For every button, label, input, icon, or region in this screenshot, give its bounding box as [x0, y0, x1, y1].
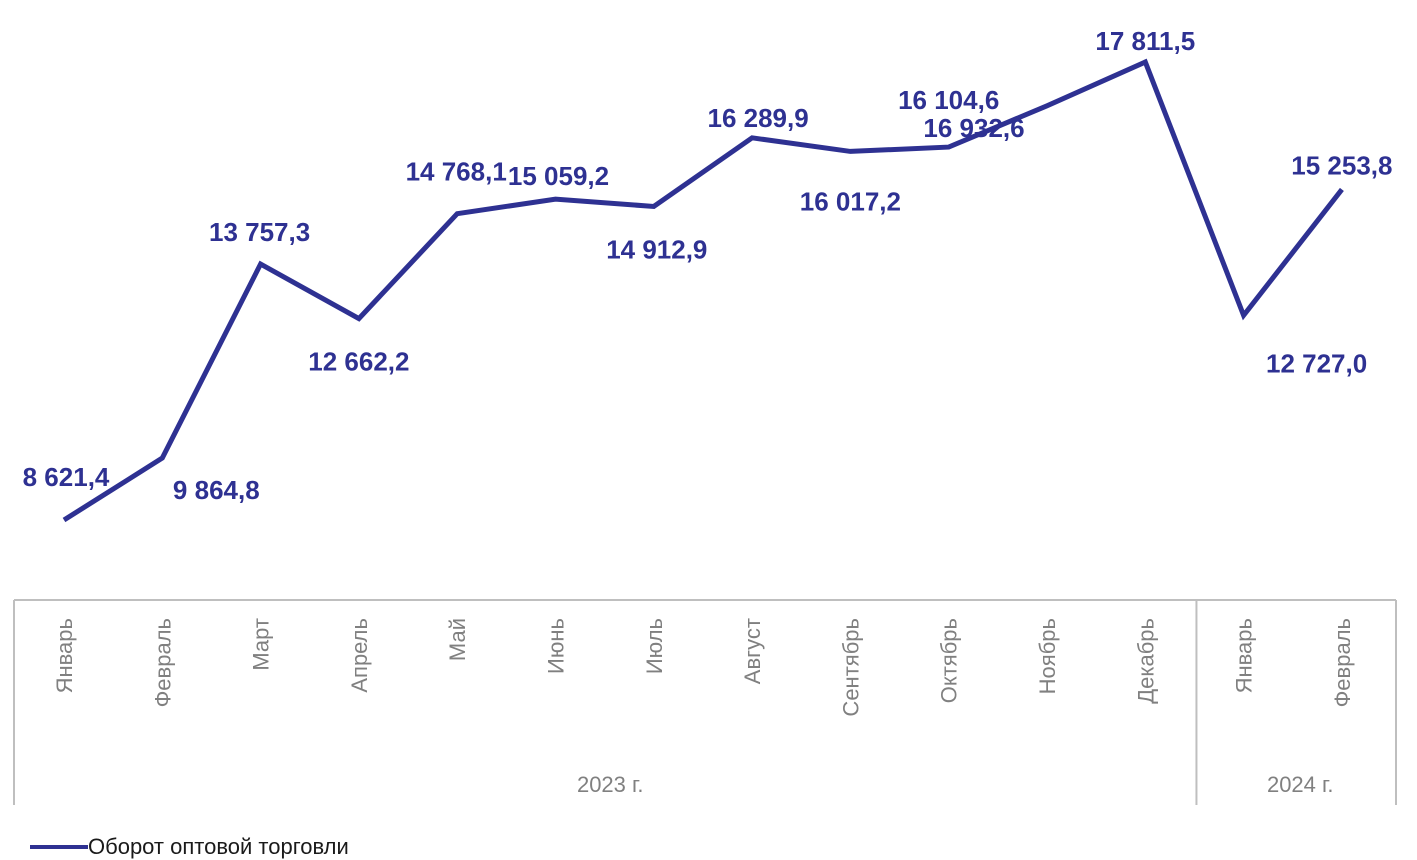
x-tick-label: Январь: [52, 618, 77, 693]
data-label: 8 621,4: [23, 462, 110, 492]
legend-label: Оборот оптовой торговли: [88, 834, 349, 859]
series-line-layer: [62, 58, 1344, 523]
x-tick-label: Сентябрь: [838, 618, 863, 717]
x-tick-label: Июль: [642, 618, 667, 674]
data-label: 16 289,9: [707, 103, 808, 133]
year-group-label: 2024 г.: [1267, 772, 1334, 797]
data-label: 16 017,2: [800, 186, 901, 216]
x-tick-label: Ноябрь: [1035, 618, 1060, 694]
x-tick-label: Февраль: [150, 618, 175, 707]
series-line: [62, 58, 1344, 523]
x-tick-label: Июнь: [544, 618, 569, 674]
data-label: 15 059,2: [508, 161, 609, 191]
data-label: 16 932,6: [923, 113, 1024, 143]
x-tick-label: Октябрь: [937, 618, 962, 703]
data-label: 9 864,8: [173, 475, 260, 505]
year-group-label: 2023 г.: [577, 772, 644, 797]
data-label: 14 912,9: [606, 234, 707, 264]
legend-line-swatch: [30, 845, 88, 849]
x-tick-label: Август: [740, 618, 765, 684]
x-tick-label: Май: [445, 618, 470, 661]
data-labels: 8 621,4 9 864,813 757,312 662,214 768,1 15…: [23, 26, 1393, 505]
x-tick-label: Март: [249, 618, 274, 671]
data-label: 12 727,0: [1266, 348, 1367, 378]
x-tick-label: Апрель: [347, 618, 372, 693]
data-label: 13 757,3: [209, 217, 310, 247]
data-label: 12 662,2: [308, 347, 409, 377]
category-axis: Январь Февраль Март Апрель Май Июнь Июль Август…: [13, 599, 1397, 805]
x-tick-label: Январь: [1232, 618, 1257, 693]
data-label: 15 253,8: [1291, 150, 1392, 180]
x-tick-label: Февраль: [1330, 618, 1355, 707]
data-label: 17 811,5: [1095, 26, 1195, 56]
x-tick-label: Декабрь: [1133, 618, 1158, 704]
legend: Оборот оптовой торговли: [30, 834, 349, 860]
data-label: 14 768,1: [406, 157, 507, 187]
data-label: 16 104,6: [898, 85, 999, 115]
